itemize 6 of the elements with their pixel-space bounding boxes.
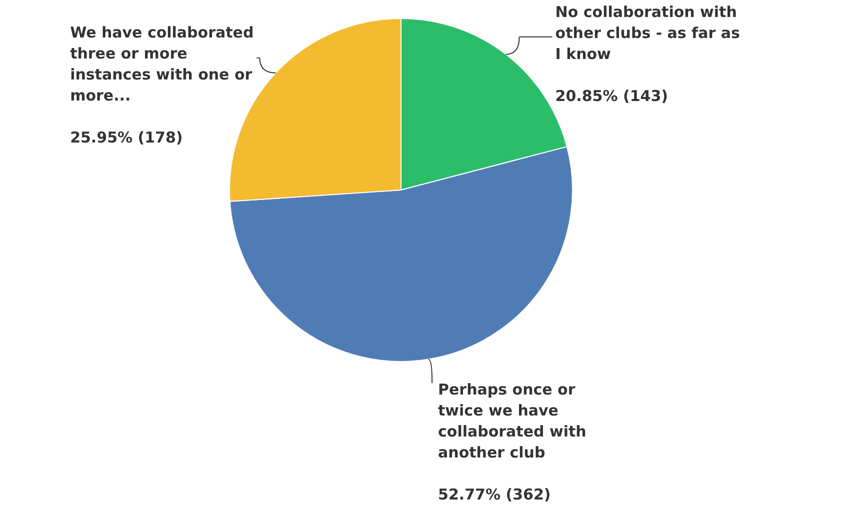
slice-label: Perhaps once or twice we have collaborated with another club xyxy=(438,380,586,462)
slice-label: No collaboration with other clubs - as far as I know xyxy=(555,2,740,63)
data-label: 20.85% (143) xyxy=(555,86,668,105)
slice-label: We have collaborated three or more instances with one or more... xyxy=(70,24,254,105)
data-label: 25.95% (178) xyxy=(70,128,183,147)
data-label: 52.77% (362) xyxy=(438,485,551,504)
